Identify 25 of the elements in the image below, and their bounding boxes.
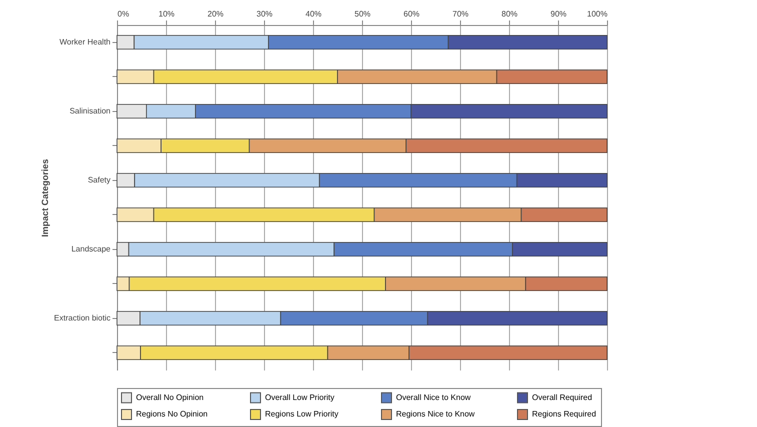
x-tick-label: 20% <box>207 10 224 18</box>
y-tick-label: Worker Health <box>60 37 110 46</box>
x-tick-label: 80% <box>501 10 518 18</box>
legend-label: Regions Low Priority <box>265 410 338 418</box>
y-axis-title: Impact Categories <box>40 158 50 238</box>
x-tick-label: 90% <box>550 10 567 18</box>
x-tick-label: 70% <box>452 10 469 18</box>
x-tick-label: 10% <box>158 10 175 18</box>
legend-label: Overall Required <box>532 392 592 402</box>
legend-label: Overall Low Priority <box>265 392 334 402</box>
legend-label: Regions No Opinion <box>136 410 208 418</box>
x-tick-label: 40% <box>305 10 322 18</box>
x-tick-label: 50% <box>354 10 371 18</box>
y-tick-label: Safety <box>88 175 110 184</box>
y-tick-label: Salinisation <box>70 106 110 116</box>
legend-label: Regions Required <box>532 410 596 418</box>
x-tick-label: 60% <box>403 10 420 18</box>
y-tick-label: Extraction biotic <box>54 313 110 322</box>
legend-label: Overall Nice to Know <box>396 392 471 402</box>
legend-label: Regions Nice to Know <box>396 410 475 418</box>
x-tick-label: 30% <box>256 10 273 18</box>
y-tick-label: Landscape <box>71 244 112 254</box>
x-tick-label: 100% <box>587 10 608 18</box>
legend-label: Overall No Opinion <box>136 392 204 402</box>
x-tick-label: 0% <box>118 10 130 18</box>
